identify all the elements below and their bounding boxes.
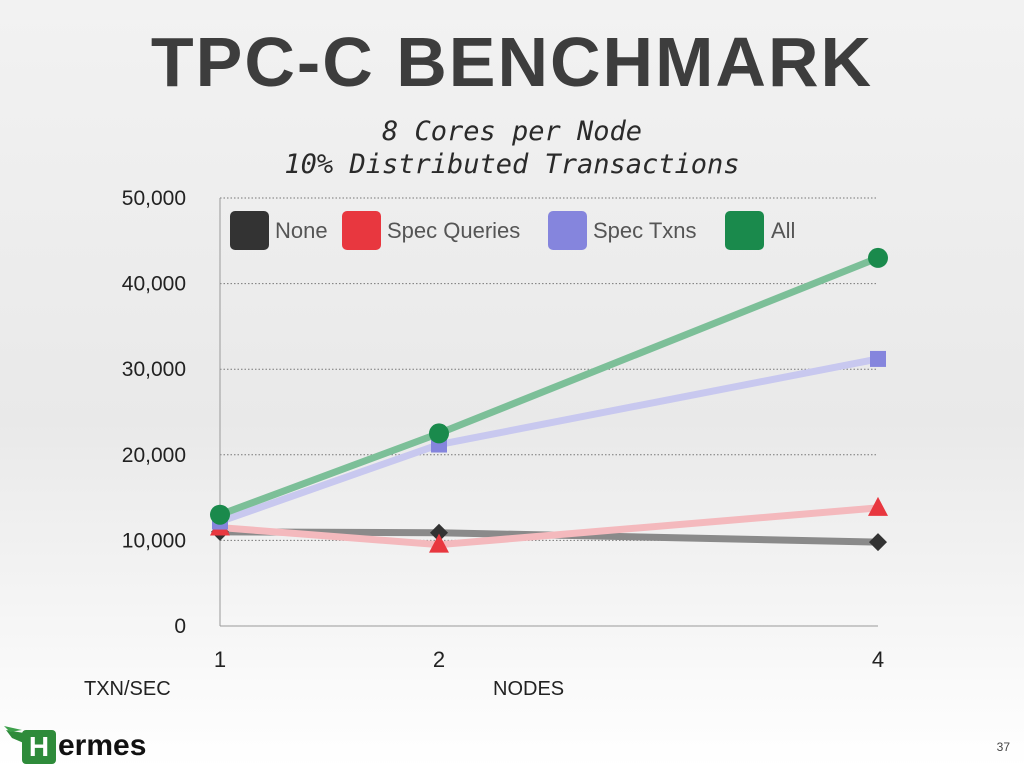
page-number: 37 [996, 740, 1010, 754]
y-tick-label: 0 [174, 615, 186, 638]
series-line-spec-txns [216, 355, 882, 526]
hermes-logo: H ermes [4, 724, 164, 764]
legend-swatch [342, 211, 381, 250]
y-tick-label: 30,000 [122, 358, 186, 381]
data-point-none [869, 533, 887, 552]
legend-label: None [275, 218, 328, 243]
logo-initial: H [22, 730, 56, 764]
legend-swatch [230, 211, 269, 250]
series-line-all [216, 254, 882, 519]
data-point-all [429, 423, 449, 444]
x-tick-label: 1 [214, 647, 226, 672]
chart-subtitle-line2: 10% Distributed Transactions [284, 149, 740, 180]
slide-title: TPC-C BENCHMARK [150, 23, 874, 101]
data-point-all [868, 247, 888, 268]
data-point-spec-queries [868, 496, 888, 516]
legend-label: Spec Txns [593, 218, 697, 243]
data-point-spec-queries [429, 533, 449, 553]
y-tick-label: 40,000 [122, 273, 186, 296]
data-point-all [210, 504, 230, 525]
chart-subtitle-line1: 8 Cores per Node [381, 116, 643, 147]
logo-text: ermes [58, 729, 147, 762]
y-tick-label: 50,000 [122, 187, 186, 210]
y-tick-label: 20,000 [122, 444, 186, 467]
legend-label: All [771, 218, 795, 243]
y-axis-label: TXN/SEC [84, 678, 171, 700]
x-tick-label: 4 [872, 647, 884, 672]
data-point-spec-txns [870, 350, 886, 367]
legend-label: Spec Queries [387, 218, 520, 243]
y-tick-label: 10,000 [122, 529, 186, 552]
legend-swatch [548, 211, 587, 250]
legend-swatch [725, 211, 764, 250]
x-axis-label: NODES [493, 678, 565, 700]
x-tick-label: 2 [433, 647, 445, 672]
data-point-none [430, 523, 448, 542]
